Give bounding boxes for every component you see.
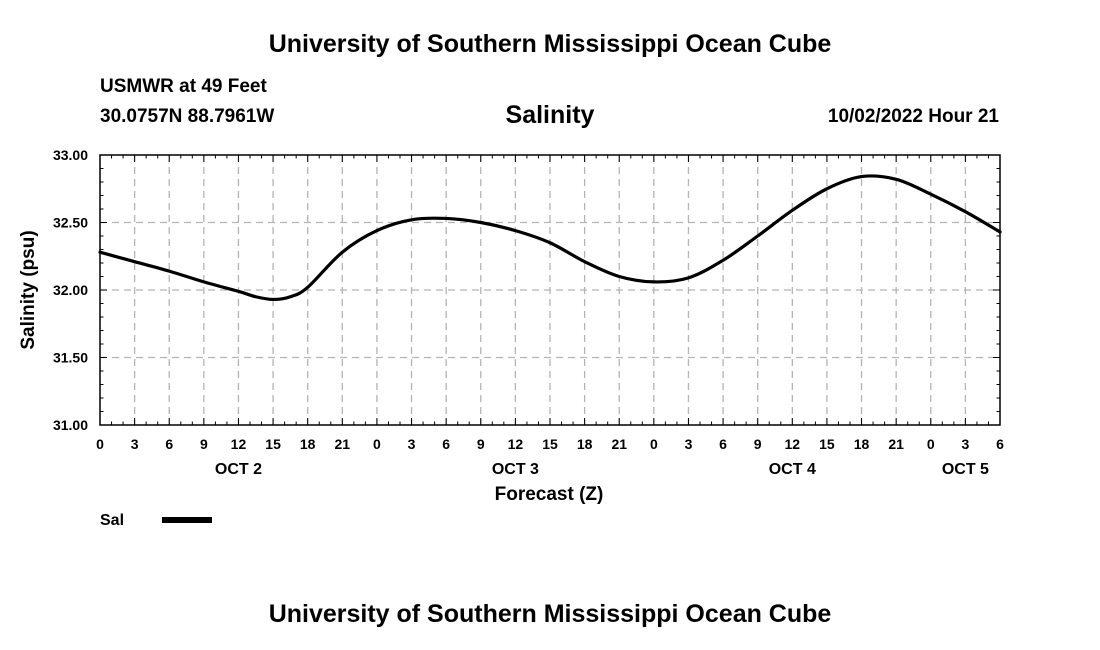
day-label: OCT 3 xyxy=(492,461,539,478)
salinity-series-line xyxy=(98,174,1002,302)
y-tick-label: 33.00 xyxy=(53,147,88,163)
legend-label: Sal xyxy=(100,512,124,529)
x-tick-label: 3 xyxy=(685,436,693,452)
x-tick-label: 15 xyxy=(542,436,558,452)
forecast-datetime: 10/02/2022 Hour 21 xyxy=(827,106,999,127)
station-label: USMWR at 49 Feet xyxy=(100,76,267,97)
x-tick-label: 0 xyxy=(927,436,935,452)
x-tick-label: 21 xyxy=(611,436,627,452)
x-tick-label: 21 xyxy=(335,436,351,452)
x-tick-label: 6 xyxy=(996,436,1004,452)
main-title: University of Southern Mississippi Ocean… xyxy=(268,30,832,58)
y-tick-label: 31.50 xyxy=(53,350,88,366)
x-tick-label: 9 xyxy=(200,436,208,452)
footer-title: University of Southern Mississippi Ocean… xyxy=(268,600,832,628)
x-tick-label: 18 xyxy=(854,436,870,452)
x-tick-label: 0 xyxy=(373,436,381,452)
y-tick-label: 32.00 xyxy=(53,282,88,298)
x-tick-label: 3 xyxy=(961,436,969,452)
x-tick-label: 6 xyxy=(165,436,173,452)
x-tick-label: 9 xyxy=(477,436,485,452)
x-tick-label: 12 xyxy=(785,436,801,452)
y-tick-label: 31.00 xyxy=(53,417,88,433)
grid xyxy=(100,155,1000,425)
x-tick-label: 0 xyxy=(650,436,658,452)
day-label: OCT 4 xyxy=(769,461,816,478)
day-label: OCT 5 xyxy=(942,461,989,478)
day-label: OCT 2 xyxy=(215,461,262,478)
plot-frame xyxy=(99,154,1001,426)
x-tick-label: 0 xyxy=(96,436,104,452)
x-tick-label: 3 xyxy=(131,436,139,452)
x-tick-label: 6 xyxy=(442,436,450,452)
x-tick-label: 9 xyxy=(754,436,762,452)
station-coordinates: 30.0757N 88.7961W xyxy=(100,106,275,127)
x-tick-label: 15 xyxy=(265,436,281,452)
x-tick-label: 12 xyxy=(231,436,247,452)
x-axis-label: Forecast (Z) xyxy=(495,484,604,505)
axis-labels: 0 3 6 9 12 15 18 21 0 3 6 9 12 15 18 21 0 3 6 9 12 15 18 21 0 3 6O… xyxy=(53,147,1004,478)
chart-title: Salinity xyxy=(505,101,595,129)
x-tick-label: 3 xyxy=(408,436,416,452)
x-tick-label: 6 xyxy=(719,436,727,452)
y-axis-label: Salinity (psu) xyxy=(18,230,39,349)
x-tick-label: 15 xyxy=(819,436,835,452)
x-tick-label: 18 xyxy=(300,436,316,452)
x-tick-label: 18 xyxy=(577,436,593,452)
y-tick-label: 32.50 xyxy=(53,215,88,231)
x-tick-label: 12 xyxy=(508,436,524,452)
x-tick-label: 21 xyxy=(888,436,904,452)
